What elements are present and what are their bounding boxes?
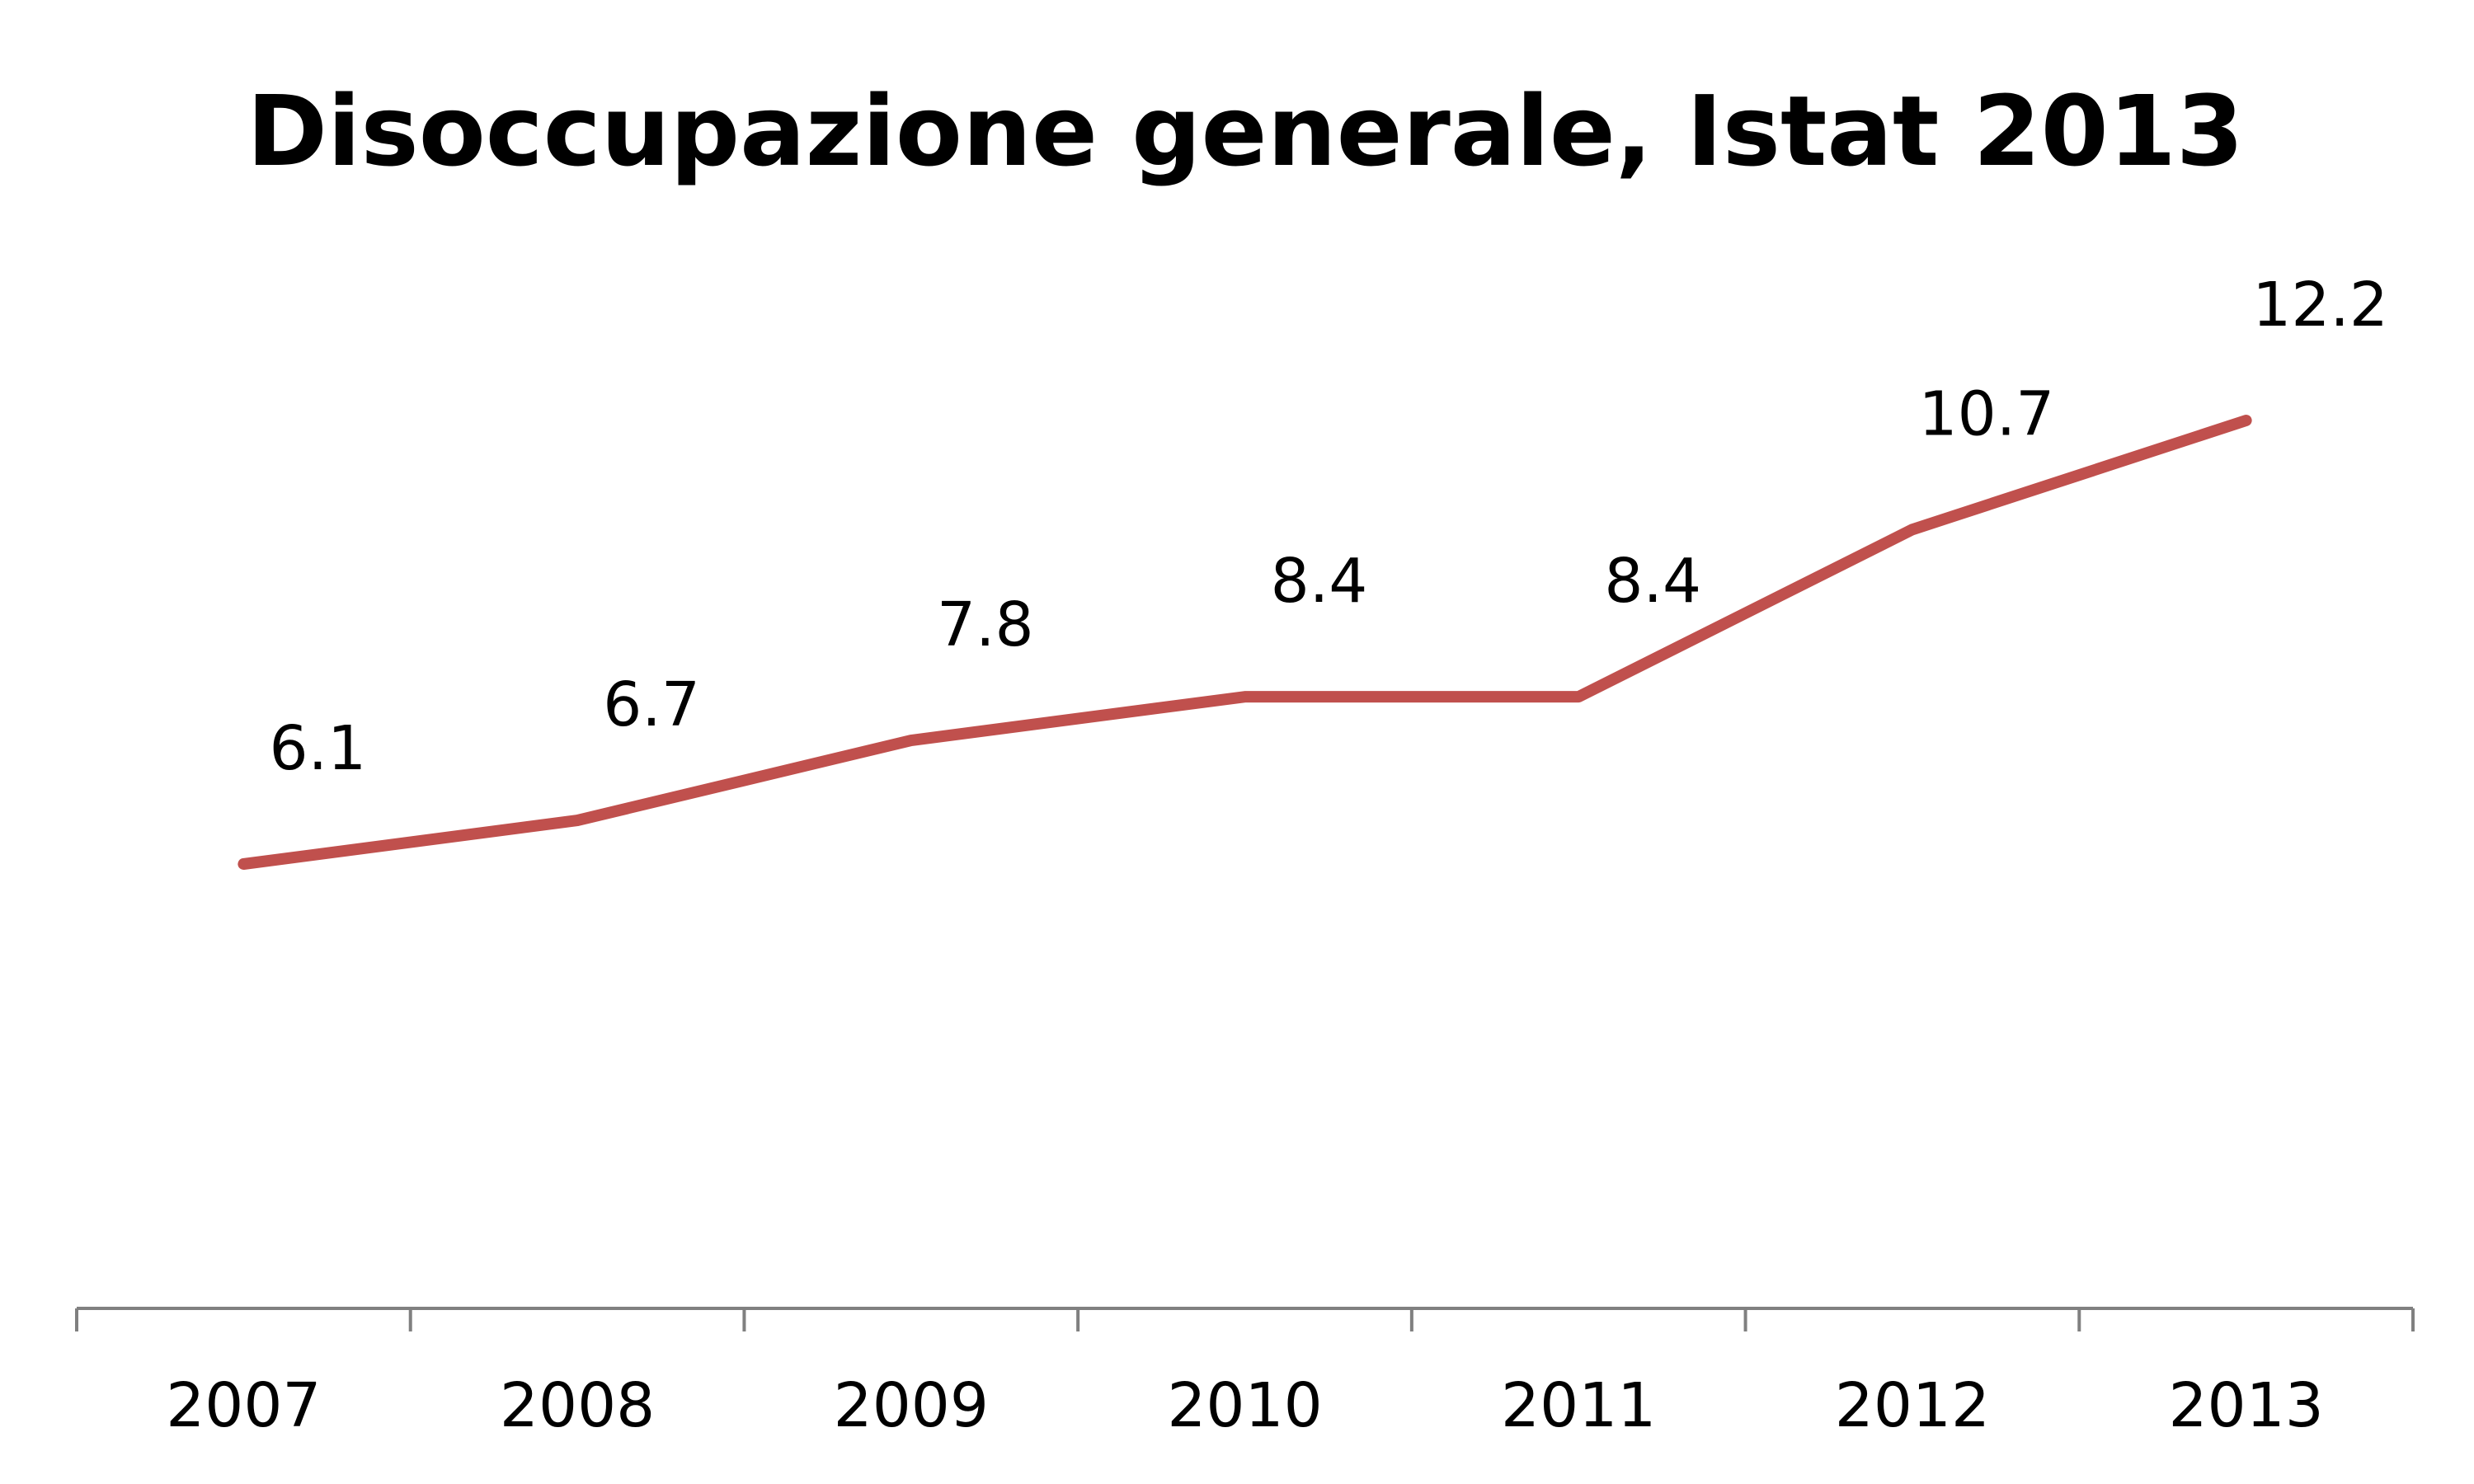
x-tick-label: 2012 [1835,1370,1990,1441]
x-tick-label: 2010 [1167,1370,1322,1441]
data-label: 12.2 [2252,270,2388,340]
x-tick-label: 2008 [500,1370,655,1441]
data-label: 8.4 [1271,546,1368,617]
x-tick-label: 2009 [834,1370,989,1441]
series-line [238,415,2252,870]
x-axis: 2007 2008 2009 2010 2011 2012 2013 [75,1307,2415,1441]
data-labels: 6.1 6.7 7.8 8.4 8.4 10.7 12.2 [270,270,2389,784]
data-label: 7.8 [937,589,1034,660]
data-label: 8.4 [1604,546,1701,617]
data-label: 6.1 [270,713,367,784]
series-layer [238,415,2252,870]
chart-title: Disoccupazione generale, Istat 2013 [247,74,2244,188]
data-label: 10.7 [1919,378,2055,449]
x-tick-label: 2007 [166,1370,321,1441]
x-tick-label: 2011 [1501,1370,1656,1441]
x-tick-label: 2013 [2168,1370,2323,1441]
data-label: 6.7 [603,669,700,740]
